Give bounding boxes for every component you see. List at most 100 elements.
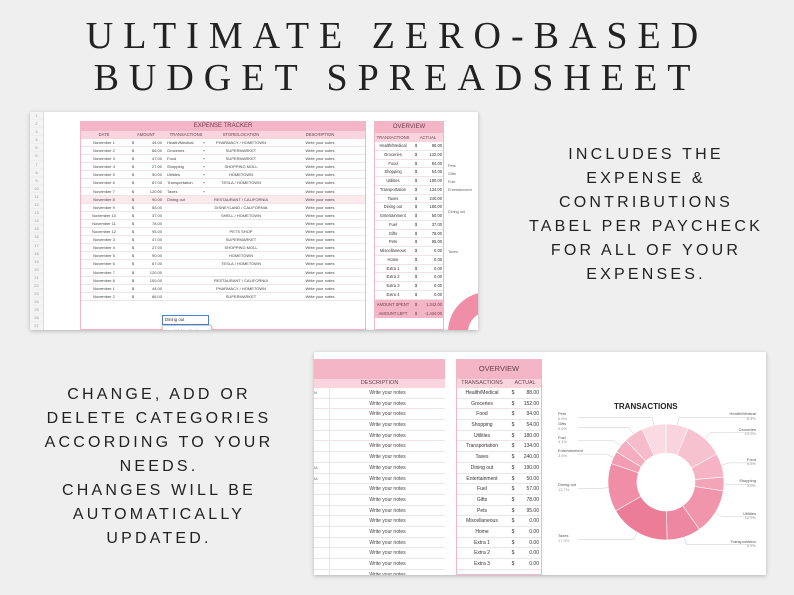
- amount-cell[interactable]: $55.00: [128, 204, 164, 211]
- description-cell[interactable]: Write your notes: [305, 229, 335, 235]
- description-cell[interactable]: Write your notes: [305, 285, 335, 291]
- amount-cell[interactable]: $90.00: [128, 196, 164, 203]
- transaction-cell[interactable]: [164, 285, 208, 292]
- date-cell[interactable]: November 7: [93, 269, 115, 275]
- description-cell[interactable]: Write your notes: [369, 571, 406, 575]
- amount-cell[interactable]: $120.00: [128, 188, 164, 195]
- amount-cell[interactable]: $47.00: [128, 236, 164, 243]
- store-cell[interactable]: PETS SHOP: [229, 229, 253, 235]
- description-cell[interactable]: Write your notes: [305, 204, 335, 210]
- date-cell[interactable]: November 6: [93, 261, 115, 267]
- description-cell[interactable]: Write your notes: [305, 212, 335, 218]
- chevron-down-icon[interactable]: ▾: [202, 180, 205, 186]
- amount-cell[interactable]: $67.00: [128, 179, 164, 186]
- description-cell[interactable]: Write your notes: [305, 261, 335, 267]
- transaction-cell[interactable]: [164, 212, 208, 219]
- description-cell[interactable]: Write your notes: [305, 180, 335, 186]
- store-cell[interactable]: RESTAURANT / CALIFORNIA: [213, 196, 269, 202]
- store-cell[interactable]: SUPERMARKET: [225, 156, 257, 162]
- date-cell[interactable]: November 4: [93, 164, 115, 170]
- description-cell[interactable]: Write your notes: [305, 188, 335, 194]
- date-cell[interactable]: November 5: [93, 172, 115, 178]
- description-cell[interactable]: Write your notes: [369, 561, 406, 567]
- transaction-cell[interactable]: Groceries ▾: [164, 147, 208, 154]
- store-cell[interactable]: TESLA / HOMETOWN: [221, 180, 261, 186]
- store-cell[interactable]: SHELL / HOMETOWN: [220, 212, 261, 218]
- transaction-cell[interactable]: Health/Medical ▾: [164, 139, 208, 146]
- description-cell[interactable]: Write your notes: [305, 277, 335, 283]
- transaction-cell[interactable]: [164, 260, 208, 267]
- description-cell[interactable]: Write your notes: [305, 156, 335, 162]
- description-cell[interactable]: Write your notes: [305, 293, 335, 299]
- description-cell[interactable]: Write your notes: [305, 164, 335, 170]
- store-cell[interactable]: SUPERMARKET: [225, 293, 257, 299]
- transaction-cell[interactable]: Taxes ▾: [164, 188, 208, 195]
- store-cell[interactable]: RESTAURANT / CALIFORNIA: [213, 277, 269, 283]
- date-cell[interactable]: November 8: [93, 277, 115, 283]
- amount-cell[interactable]: $66.00: [128, 293, 164, 300]
- store-cell[interactable]: [208, 269, 274, 276]
- amount-cell[interactable]: $90.00: [128, 252, 164, 259]
- store-cell[interactable]: DISNEYLAND / CALIFORNIA: [214, 204, 268, 210]
- description-cell[interactable]: Write your notes: [369, 486, 406, 493]
- description-cell[interactable]: Write your notes: [369, 400, 406, 407]
- description-cell[interactable]: Write your notes: [369, 454, 406, 461]
- store-cell[interactable]: SHOPPING MOLL: [224, 164, 258, 170]
- store-cell[interactable]: [208, 220, 274, 227]
- store-cell[interactable]: SUPERMARKET: [225, 237, 257, 243]
- store-cell[interactable]: HOMETOWN: [228, 253, 254, 259]
- date-cell[interactable]: November 3: [93, 156, 115, 162]
- store-cell[interactable]: TESLA / HOMETOWN: [221, 261, 261, 267]
- store-cell[interactable]: PHARMACY / HOMETOWN: [215, 140, 267, 145]
- store-cell[interactable]: HOMETOWN: [228, 172, 254, 178]
- store-cell[interactable]: SHOPPING MOLL: [224, 245, 258, 251]
- description-cell[interactable]: Write your notes: [305, 237, 335, 243]
- description-cell[interactable]: Write your notes: [305, 140, 335, 145]
- chevron-down-icon[interactable]: ▾: [202, 140, 205, 145]
- transaction-cell[interactable]: Shopping ▾: [164, 163, 208, 170]
- description-cell[interactable]: Write your notes: [369, 550, 406, 557]
- amount-cell[interactable]: $27.00: [128, 244, 164, 251]
- transaction-cell[interactable]: [164, 277, 208, 284]
- transaction-category-select[interactable]: Dining out: [162, 315, 209, 325]
- amount-cell[interactable]: $44.00: [128, 285, 164, 292]
- amount-cell[interactable]: $95.00: [128, 228, 164, 235]
- date-cell[interactable]: November 12: [91, 229, 116, 235]
- date-cell[interactable]: November 4: [93, 245, 115, 251]
- amount-cell[interactable]: $66.00: [128, 147, 164, 154]
- dropdown-option[interactable]: Health/Medical: [163, 326, 211, 330]
- date-cell[interactable]: November 11: [92, 220, 116, 226]
- transaction-cell[interactable]: Food ▾: [164, 155, 208, 162]
- description-cell[interactable]: Write your notes: [369, 390, 406, 396]
- date-cell[interactable]: November 8: [93, 196, 115, 202]
- description-cell[interactable]: Write your notes: [305, 196, 335, 202]
- description-cell[interactable]: Write your notes: [305, 220, 335, 226]
- transaction-cell[interactable]: Transportation ▾: [164, 179, 208, 186]
- transaction-cell[interactable]: [164, 220, 208, 227]
- date-cell[interactable]: November 6: [93, 180, 115, 186]
- store-cell[interactable]: [208, 188, 274, 195]
- date-cell[interactable]: November 9: [93, 204, 115, 210]
- amount-cell[interactable]: $100.00: [128, 277, 164, 284]
- description-cell[interactable]: Write your notes: [305, 172, 335, 178]
- store-cell[interactable]: PHARMACY / HOMETOWN: [215, 285, 267, 291]
- amount-cell[interactable]: $47.00: [128, 155, 164, 162]
- date-cell[interactable]: November 1: [93, 285, 115, 291]
- amount-cell[interactable]: $67.00: [128, 260, 164, 267]
- description-cell[interactable]: Write your notes: [369, 411, 406, 418]
- amount-cell[interactable]: $90.00: [128, 171, 164, 178]
- transaction-cell[interactable]: [164, 293, 208, 300]
- chevron-down-icon[interactable]: ▾: [202, 164, 205, 170]
- transaction-cell[interactable]: [164, 204, 208, 211]
- date-cell[interactable]: November 1: [93, 140, 115, 145]
- date-cell[interactable]: November 5: [93, 253, 115, 259]
- transaction-cell[interactable]: [164, 244, 208, 251]
- description-cell[interactable]: Write your notes: [369, 422, 406, 429]
- transaction-cell[interactable]: Utilities ▾: [164, 171, 208, 178]
- date-cell[interactable]: November 2: [93, 148, 115, 154]
- description-cell[interactable]: Write your notes: [369, 496, 406, 503]
- chevron-down-icon[interactable]: ▾: [202, 172, 205, 178]
- amount-cell[interactable]: $37.00: [128, 212, 164, 219]
- description-cell[interactable]: Write your notes: [369, 518, 406, 525]
- amount-cell[interactable]: $120.00: [128, 269, 164, 276]
